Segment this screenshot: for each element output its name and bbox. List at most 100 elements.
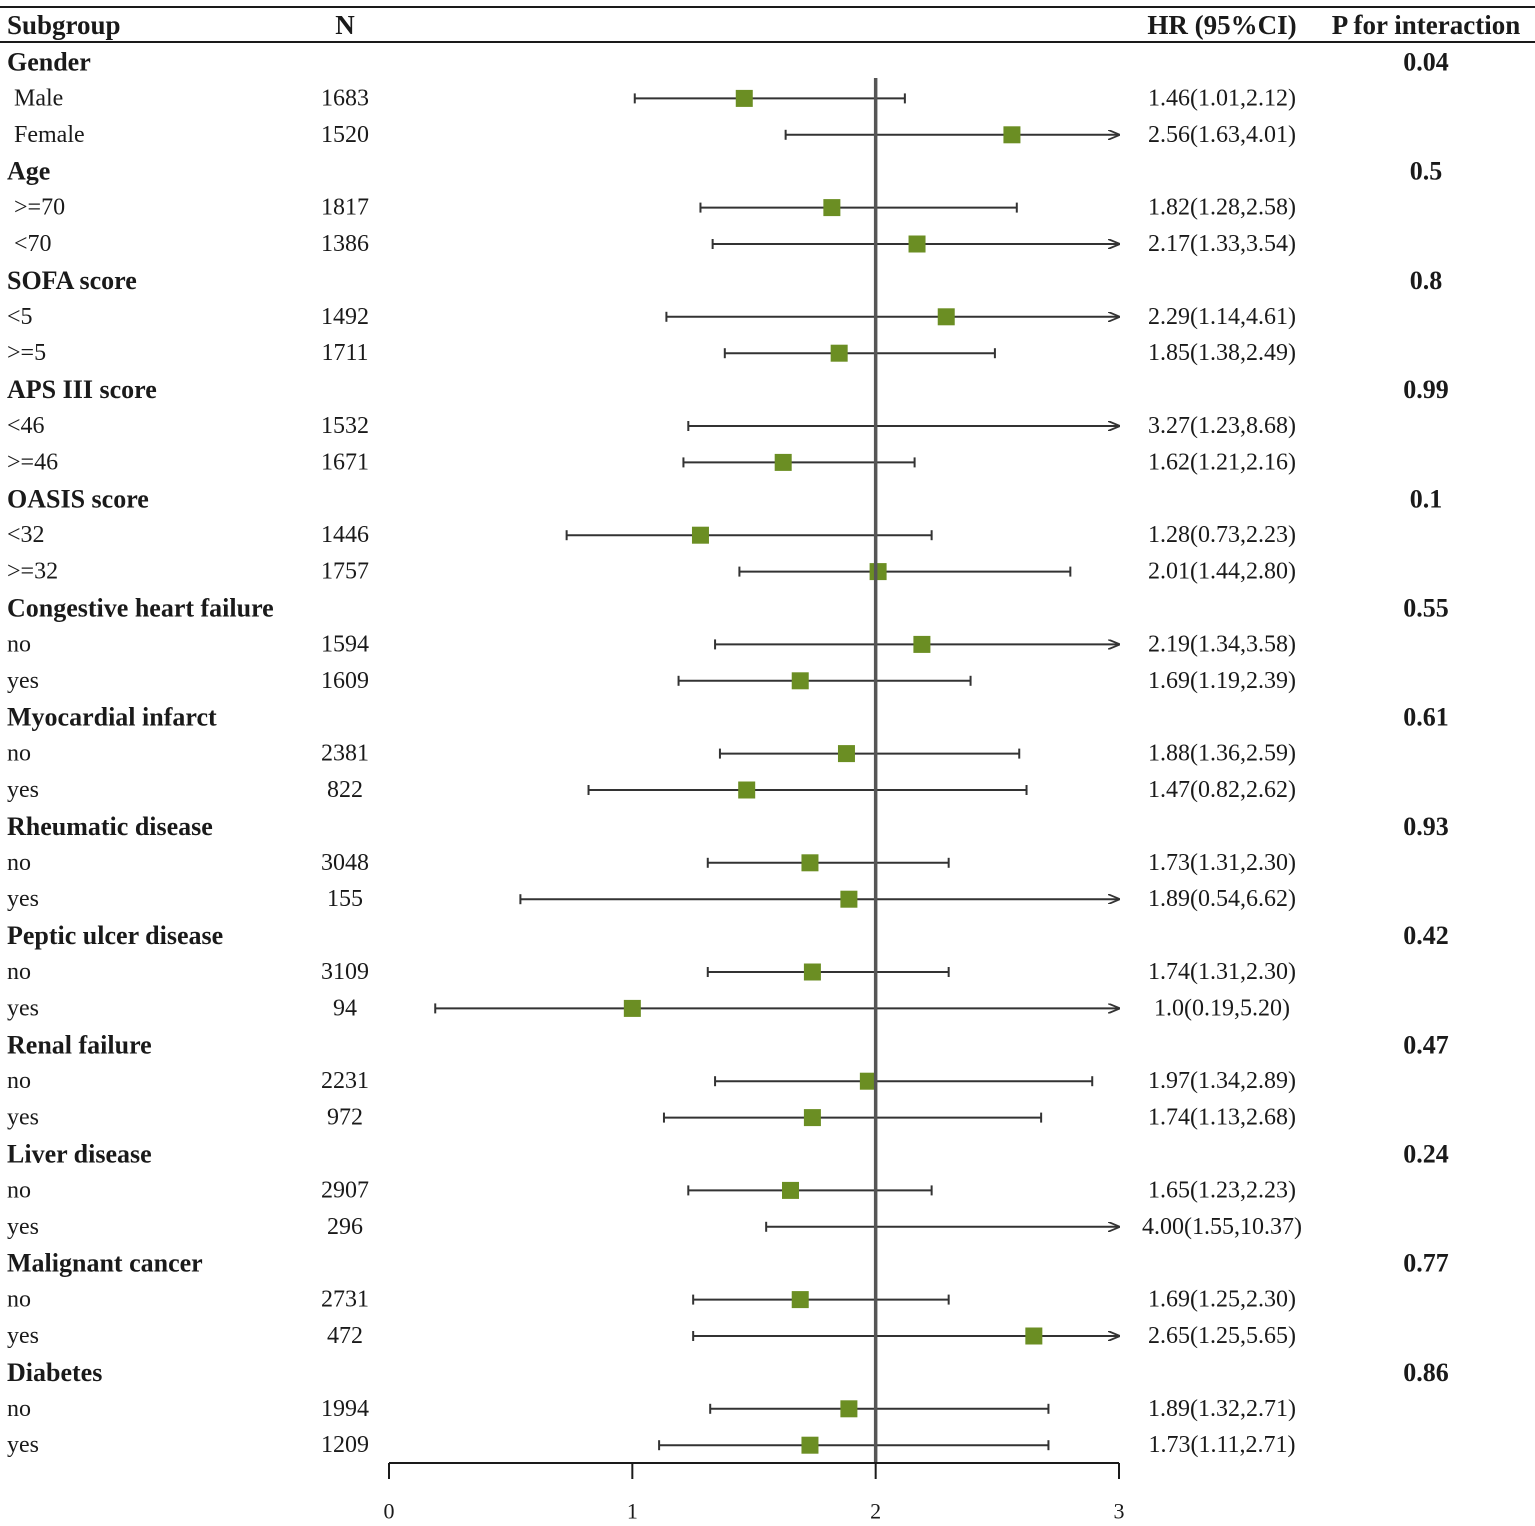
hr-ci-text: 2.65(1.25,5.65)	[1148, 1323, 1296, 1349]
x-tick-label: 2	[870, 1499, 881, 1524]
group-label: Diabetes	[7, 1358, 102, 1387]
hr-ci-text: 1.74(1.13,2.68)	[1148, 1105, 1296, 1131]
hr-ci-text: 1.97(1.34,2.89)	[1148, 1068, 1296, 1094]
sample-size: 1711	[321, 340, 368, 366]
x-tick-label: 1	[627, 1499, 638, 1524]
x-tick-label: 0	[384, 1499, 395, 1524]
hr-ci-text: 1.69(1.25,2.30)	[1148, 1287, 1296, 1313]
sample-size: 1683	[321, 85, 369, 111]
hr-ci-text: 1.62(1.21,2.16)	[1148, 449, 1296, 475]
sample-size: 1817	[321, 195, 369, 221]
group-label: Gender	[7, 48, 91, 77]
hr-ci-text: 1.73(1.11,2.71)	[1148, 1432, 1295, 1458]
group-label: Malignant cancer	[7, 1249, 203, 1278]
sample-size: 155	[327, 886, 363, 912]
subgroup-label: >=46	[7, 449, 58, 475]
sample-size: 1520	[321, 122, 369, 148]
group-label: Peptic ulcer disease	[7, 921, 223, 950]
p-interaction-value: 0.5	[1410, 157, 1443, 186]
sample-size: 1994	[321, 1396, 369, 1422]
subgroup-label: yes	[7, 886, 39, 912]
sample-size: 3109	[321, 959, 369, 985]
hr-ci-text: 1.47(0.82,2.62)	[1148, 777, 1296, 803]
hr-marker	[1025, 1327, 1043, 1345]
hr-ci-text: 4.00(1.55,10.37)	[1142, 1214, 1302, 1240]
group-label: OASIS score	[7, 484, 149, 513]
hr-ci-text: 1.73(1.31,2.30)	[1148, 850, 1296, 876]
subgroup-label: no	[7, 741, 31, 767]
p-interaction-value: 0.86	[1403, 1358, 1449, 1387]
subgroup-label: Female	[14, 122, 85, 148]
sample-size: 2231	[321, 1068, 369, 1094]
subgroup-label: no	[7, 1068, 31, 1094]
hr-marker	[738, 781, 756, 799]
sample-size: 822	[327, 777, 363, 803]
subgroup-label: >=5	[7, 340, 46, 366]
hr-ci-text: 1.88(1.36,2.59)	[1148, 741, 1296, 767]
hr-ci-text: 1.74(1.31,2.30)	[1148, 959, 1296, 985]
hr-marker	[774, 453, 792, 471]
hr-ci-text: 1.82(1.28,2.58)	[1148, 195, 1296, 221]
hr-marker	[830, 344, 848, 362]
x-tick-label: 3	[1114, 1499, 1125, 1524]
hr-marker	[735, 89, 753, 107]
hr-marker	[840, 890, 858, 908]
hr-ci-text: 1.69(1.19,2.39)	[1148, 668, 1296, 694]
subgroup-label: yes	[7, 1105, 39, 1131]
subgroup-label: Male	[14, 85, 63, 111]
hr-ci-text: 2.19(1.34,3.58)	[1148, 631, 1296, 657]
hr-ci-text: 1.28(0.73,2.23)	[1148, 522, 1296, 548]
sample-size: 972	[327, 1105, 363, 1131]
hr-ci-text: 1.89(1.32,2.71)	[1148, 1396, 1296, 1422]
hr-ci-text: 2.56(1.63,4.01)	[1148, 122, 1296, 148]
hr-marker	[840, 1400, 858, 1418]
sample-size: 1609	[321, 668, 369, 694]
hr-marker	[837, 745, 855, 763]
subgroup-label: no	[7, 1396, 31, 1422]
subgroup-label: yes	[7, 1214, 39, 1240]
sample-size: 296	[327, 1214, 363, 1240]
hr-ci-text: 1.46(1.01,2.12)	[1148, 85, 1296, 111]
hr-ci-text: 2.29(1.14,4.61)	[1148, 304, 1296, 330]
group-label: SOFA score	[7, 266, 137, 295]
subgroup-label: yes	[7, 1323, 39, 1349]
group-label: Myocardial infarct	[7, 703, 217, 732]
hr-ci-text: 1.0(0.19,5.20)	[1154, 995, 1290, 1021]
sample-size: 3048	[321, 850, 369, 876]
hr-marker	[913, 635, 931, 653]
hr-ci-text: 1.85(1.38,2.49)	[1148, 340, 1296, 366]
hr-marker	[908, 235, 926, 253]
hr-marker	[1003, 126, 1021, 144]
p-interaction-value: 0.04	[1403, 48, 1449, 77]
sample-size: 472	[327, 1323, 363, 1349]
subgroup-label: no	[7, 631, 31, 657]
sample-size: 94	[333, 995, 357, 1021]
subgroup-label: yes	[7, 995, 39, 1021]
hr-ci-text: 2.17(1.33,3.54)	[1148, 231, 1296, 257]
sample-size: 2381	[321, 741, 369, 767]
hr-marker	[859, 1072, 877, 1090]
subgroup-label: >=70	[14, 195, 65, 221]
hr-marker	[791, 672, 809, 690]
p-interaction-value: 0.42	[1403, 921, 1449, 950]
p-interaction-value: 0.77	[1403, 1249, 1449, 1278]
group-label: Age	[7, 157, 50, 186]
header-n: N	[335, 10, 355, 40]
hr-marker	[823, 199, 841, 217]
sample-size: 2907	[321, 1177, 369, 1203]
p-interaction-value: 0.1	[1410, 484, 1443, 513]
header-subgroup: Subgroup	[7, 10, 121, 40]
p-interaction-value: 0.93	[1403, 812, 1449, 841]
subgroup-label: no	[7, 1287, 31, 1313]
p-interaction-value: 0.8	[1410, 266, 1443, 295]
subgroup-label: yes	[7, 668, 39, 694]
subgroup-label: <5	[7, 304, 33, 330]
hr-marker	[937, 308, 955, 326]
hr-marker	[691, 526, 709, 544]
hr-ci-text: 2.01(1.44,2.80)	[1148, 559, 1296, 585]
group-label: Renal failure	[7, 1030, 152, 1059]
hr-marker	[623, 999, 641, 1017]
subgroup-label: yes	[7, 777, 39, 803]
group-label: Congestive heart failure	[7, 594, 274, 623]
